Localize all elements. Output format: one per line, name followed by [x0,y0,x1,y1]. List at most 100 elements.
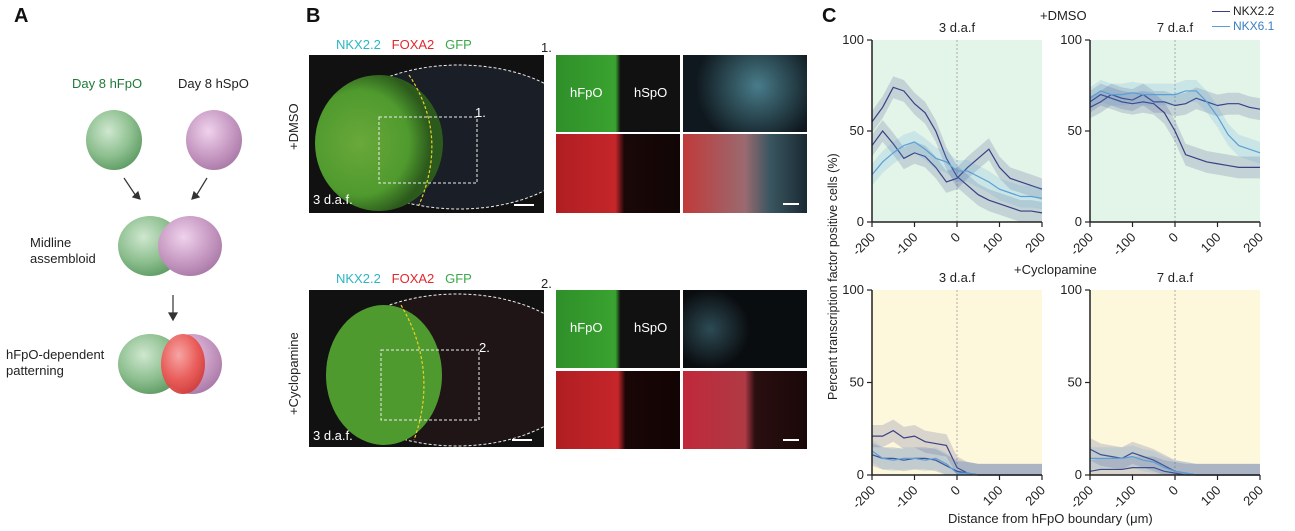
chart-3: 0 50 100 -200 -100 0 100 200 3 d.a.f [842,270,1048,512]
plot-background [872,40,1042,222]
y-tick-label: 0 [857,467,864,482]
series-line-nkx22 [1089,93,1260,168]
dmso-roi-box [378,116,478,184]
panel-a-schematic [86,110,242,394]
series-line-nkx22 [871,86,1043,214]
series-band [872,439,1042,475]
legend-swatch [1212,11,1230,13]
y-tick-label: 50 [1068,375,1082,390]
x-tick-label: 200 [1240,483,1266,509]
x-tick-label: -200 [849,230,878,259]
x-tick-label: -200 [1067,483,1096,512]
dmso-inset-hfpo: hFpO [570,85,603,100]
chart-title: 3 d.a.f [939,270,976,285]
x-tick-label: 0 [1165,483,1181,499]
y-tick-label: 50 [850,375,864,390]
spo-label: Day 8 hSpO [178,76,249,91]
legend-item-nkx61: NKX6.1 [1212,19,1274,34]
legend-label-nkx61: NKX6.1 [1233,19,1275,33]
y-tick-label: 100 [842,282,864,297]
series-band [872,443,1042,475]
stain-nkx22-cyclo: NKX2.2 [336,271,381,286]
pattern-label: hFpO-dependent patterning [6,347,105,378]
series-band [1090,456,1260,475]
y-tick-label: 100 [842,32,864,47]
x-tick-label: 100 [1198,230,1224,256]
dmso-overview-image: 3 d.a.f. 1. [309,55,544,213]
cyclo-stain-legend: NKX2.2 FOXA2 GFP [336,271,472,286]
fpo-label: Day 8 hFpO [72,76,143,91]
series-band [872,120,1042,201]
y-tick-label: 0 [1075,467,1082,482]
y-tick-label: 50 [850,123,864,138]
series-band [872,76,1042,223]
cyclo-inset-merge [683,371,807,449]
stain-gfp-cyclo: GFP [445,271,472,286]
x-tick-label: 200 [1022,230,1048,256]
dmso-inset-gfp: hFpO hSpO [556,55,680,132]
hspo-organoid [186,110,242,170]
c-xlabel: Distance from hFpO boundary (μm) [948,511,1153,526]
stain-foxa2: FOXA2 [391,37,435,52]
hfpo-organoid [86,110,142,170]
cyclo-inset-number: 2. [541,276,552,291]
cyclo-inset-foxa [556,371,680,449]
stain-foxa2-cyclo: FOXA2 [391,271,435,286]
x-tick-label: -200 [1067,230,1096,259]
x-tick-label: 0 [1165,230,1181,246]
cyclo-fpo-region [326,305,442,445]
series-band [1090,80,1260,164]
cyclo-time: 3 d.a.f. [313,428,353,443]
dmso-title: +DMSO [1040,8,1087,23]
x-tick-label: 200 [1022,483,1048,509]
y-tick-label: 0 [1075,214,1082,229]
x-tick-label: -100 [1110,483,1139,512]
midline-label: Midline assembloid [30,235,96,266]
assembloid-spo-half [158,216,222,276]
dmso-stain-legend: NKX2.2 FOXA2 GFP [336,37,472,52]
x-tick-label: 0 [947,483,963,499]
cyclo-inset-nkx [683,290,807,368]
panel-a-label: A [14,5,29,27]
y-tick-label: 100 [1060,282,1082,297]
dmso-inset-foxa [556,134,680,213]
x-tick-label: 0 [947,230,963,246]
x-tick-label: -100 [892,230,921,259]
chart-2: 0 50 100 -200 -100 0 100 200 7 d.a.f [1060,20,1266,259]
legend-item-nkx22: NKX2.2 [1212,4,1274,19]
cyclo-roi-number: 2. [479,340,490,355]
series-band [1090,445,1260,475]
dmso-inset-nkx [683,55,807,132]
series-line-nkx22 [1089,93,1261,110]
dmso-inset-number: 1. [541,40,552,55]
cyclo-inset-hspo: hSpO [634,320,668,335]
y-tick-label: 0 [857,214,864,229]
chart-title: 3 d.a.f [939,20,976,35]
x-tick-label: -100 [892,483,921,512]
y-tick-label: 100 [1060,32,1082,47]
cyclo-inset-gfp: hFpO hSpO [556,290,680,368]
series-line-nkx61 [1089,90,1261,154]
cyclo-roi-box [380,349,480,421]
panel-c-label: C [822,5,837,27]
chart-title: 7 d.a.f [1157,270,1194,285]
dmso-roi-number: 1. [475,105,486,120]
stain-gfp: GFP [445,37,472,52]
panel-b-label: B [306,5,321,27]
series-line-nkx61 [871,141,1043,199]
cyclo-inset-hfpo: hFpO [570,320,603,335]
chart-1: 0 50 100 -200 -100 0 100 200 3 d.a.f [842,20,1048,259]
series-band [872,419,1042,475]
x-tick-label: -100 [1110,230,1139,259]
dmso-inset-hspo: hSpO [634,85,668,100]
x-tick-label: -200 [849,483,878,512]
dmso-time: 3 d.a.f. [313,192,353,207]
x-tick-label: 100 [980,483,1006,509]
y-tick-label: 50 [1068,123,1082,138]
chart-4: 0 50 100 -200 -100 0 100 200 7 d.a.f [1060,270,1266,512]
x-tick-label: 200 [1240,230,1266,256]
arrow-icon [123,177,208,322]
x-tick-label: 100 [1198,483,1224,509]
patterned-red-zone [161,334,205,394]
